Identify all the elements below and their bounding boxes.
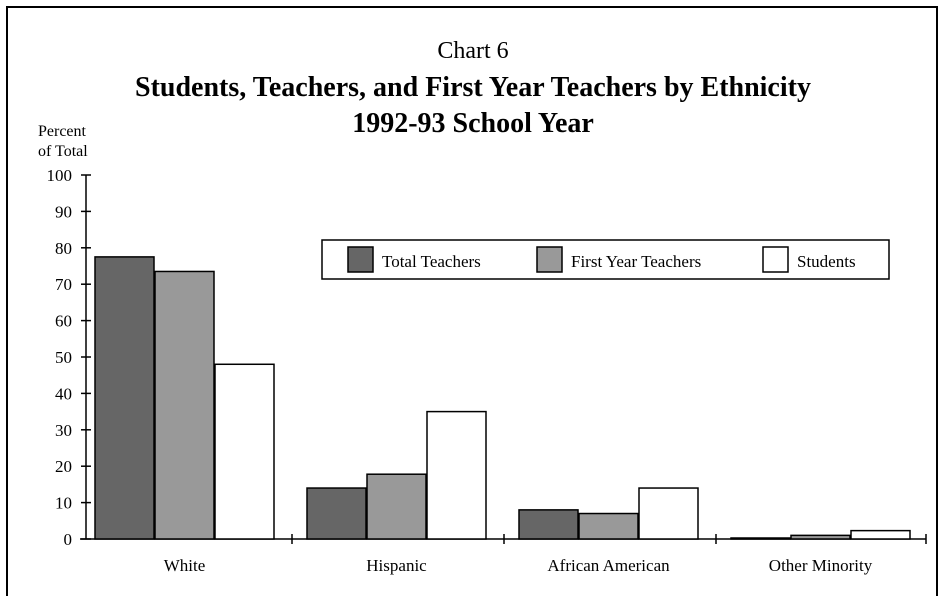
legend-label: Students — [797, 252, 856, 271]
y-axis-label-line1: Percent — [38, 123, 86, 140]
y-tick-label: 80 — [55, 239, 72, 258]
bar — [366, 473, 427, 540]
legend-swatch — [347, 246, 374, 273]
y-axis-label-line2: of Total — [38, 143, 88, 160]
bar — [578, 512, 639, 540]
bar — [730, 537, 791, 540]
chart-frame — [6, 6, 938, 596]
bar — [94, 256, 155, 540]
y-tick-label: 100 — [47, 166, 73, 185]
y-tick-label: 30 — [55, 421, 72, 440]
bar — [426, 410, 487, 540]
y-tick-label: 10 — [55, 494, 72, 513]
y-tick-label: 70 — [55, 275, 72, 294]
chart-subtitle: 1992-93 School Year — [352, 108, 594, 139]
chart-title: Students, Teachers, and First Year Teach… — [135, 72, 811, 103]
legend-label: First Year Teachers — [571, 252, 701, 271]
y-tick-label: 90 — [55, 202, 72, 221]
y-tick-label: 40 — [55, 384, 72, 403]
y-tick-label: 50 — [55, 348, 72, 367]
y-axis-label: Percent of Total — [38, 122, 88, 162]
y-tick-label: 0 — [64, 530, 73, 549]
bar — [306, 487, 367, 540]
y-tick-label: 20 — [55, 457, 72, 476]
legend-swatch — [536, 246, 563, 273]
legend-label: Total Teachers — [382, 252, 481, 271]
x-tick-label: Hispanic — [366, 556, 427, 575]
chart-number: Chart 6 — [437, 38, 509, 64]
legend-box — [321, 239, 890, 280]
bar — [850, 529, 911, 540]
bar — [518, 509, 579, 540]
legend-swatch — [762, 246, 789, 273]
bar — [790, 534, 851, 540]
bar — [214, 363, 275, 540]
bar — [638, 487, 699, 540]
x-tick-label: African American — [547, 556, 670, 575]
x-tick-label: Other Minority — [769, 556, 873, 575]
y-tick-label: 60 — [55, 312, 72, 331]
bar — [154, 270, 215, 540]
x-tick-label: White — [164, 556, 206, 575]
